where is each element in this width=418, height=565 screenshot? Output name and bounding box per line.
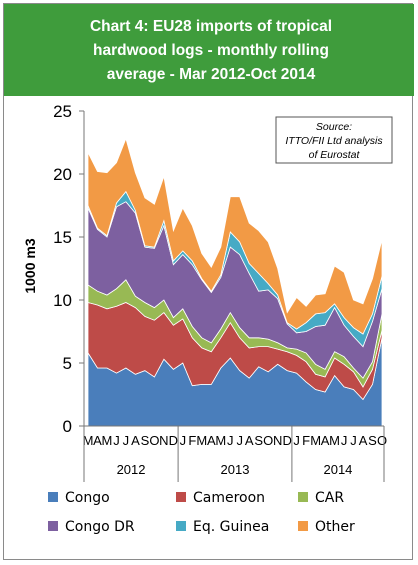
- x-tick-label: A: [207, 433, 216, 448]
- x-tick-label: J: [123, 433, 130, 448]
- x-tick-label: O: [149, 433, 159, 448]
- x-tick-label: N: [273, 433, 282, 448]
- x-tick-label: O: [377, 433, 387, 448]
- y-axis: 0 5 10 15 20 25: [53, 102, 84, 436]
- legend-label: CAR: [315, 490, 344, 506]
- legend-label: Congo: [65, 490, 110, 506]
- x-tick-label: M: [196, 433, 207, 448]
- axes: [83, 111, 384, 427]
- y-tick-label: 0: [63, 417, 72, 436]
- x-tick-label: A: [359, 433, 368, 448]
- legend: Congo Cameroon CAR Congo DR Eq. Guinea Other: [48, 490, 355, 535]
- x-tick-label: M: [310, 433, 321, 448]
- legend-label: Other: [315, 519, 355, 535]
- source-annotation-line-2: ITTO/FII Ltd analysis: [285, 135, 383, 147]
- x-tick-label: J: [293, 433, 300, 448]
- area-series-other: [87, 137, 383, 335]
- chart-title-line-3: average - Mar 2012-Oct 2014: [107, 66, 316, 83]
- x-tick-label: J: [180, 433, 187, 448]
- x-tick-label: O: [263, 433, 273, 448]
- legend-swatch: [176, 492, 186, 502]
- year-label: 2013: [221, 462, 250, 477]
- y-tick-label: 15: [53, 228, 72, 247]
- x-tick-label: F: [302, 433, 310, 448]
- legend-label: Congo DR: [65, 519, 135, 535]
- x-tick-label: A: [131, 433, 140, 448]
- source-annotation-line-3: of Eurostat: [309, 149, 361, 161]
- legend-swatch: [298, 492, 308, 502]
- x-axis-year-labels: 2012 2013 2014: [83, 426, 385, 482]
- year-label: 2012: [117, 462, 146, 477]
- x-tick-label: J: [236, 433, 243, 448]
- x-tick-label: J: [113, 433, 120, 448]
- stacked-areas: [87, 137, 383, 427]
- legend-label: Eq. Guinea: [193, 519, 269, 535]
- legend-swatch: [48, 521, 58, 531]
- legend-swatch: [176, 521, 186, 531]
- x-tick-label: J: [227, 433, 234, 448]
- year-label: 2014: [323, 462, 352, 477]
- x-tick-label: M: [102, 433, 113, 448]
- x-tick-label: A: [245, 433, 254, 448]
- chart-title-line-2: hardwood logs - monthly rolling: [93, 42, 329, 59]
- chart-title-line-1: Chart 4: EU28 imports of tropical: [90, 18, 332, 35]
- x-tick-label: D: [282, 433, 291, 448]
- x-tick-label: S: [141, 433, 150, 448]
- x-tick-label: A: [321, 433, 330, 448]
- x-tick-label: M: [215, 433, 226, 448]
- x-tick-label: D: [169, 433, 178, 448]
- x-tick-label: J: [350, 433, 357, 448]
- y-axis-label: 1000 m3: [22, 238, 38, 293]
- legend-label: Cameroon: [193, 490, 265, 506]
- x-tick-label: M: [329, 433, 340, 448]
- title-banner: [4, 4, 414, 96]
- legend-swatch: [48, 492, 58, 502]
- source-annotation-line-1: Source:: [316, 121, 352, 133]
- x-tick-label: A: [93, 433, 102, 448]
- x-tick-label: S: [254, 433, 263, 448]
- legend-swatch: [298, 521, 308, 531]
- x-tick-label: J: [341, 433, 348, 448]
- y-tick-label: 25: [53, 102, 72, 121]
- x-tick-label: M: [83, 433, 94, 448]
- source-annotation-box: [275, 116, 393, 164]
- y-tick-label: 5: [63, 354, 72, 373]
- y-tick-label: 10: [53, 291, 72, 310]
- x-tick-label: N: [159, 433, 168, 448]
- y-tick-label: 20: [53, 165, 72, 184]
- x-tick-label: F: [188, 433, 196, 448]
- x-tick-label: S: [368, 433, 377, 448]
